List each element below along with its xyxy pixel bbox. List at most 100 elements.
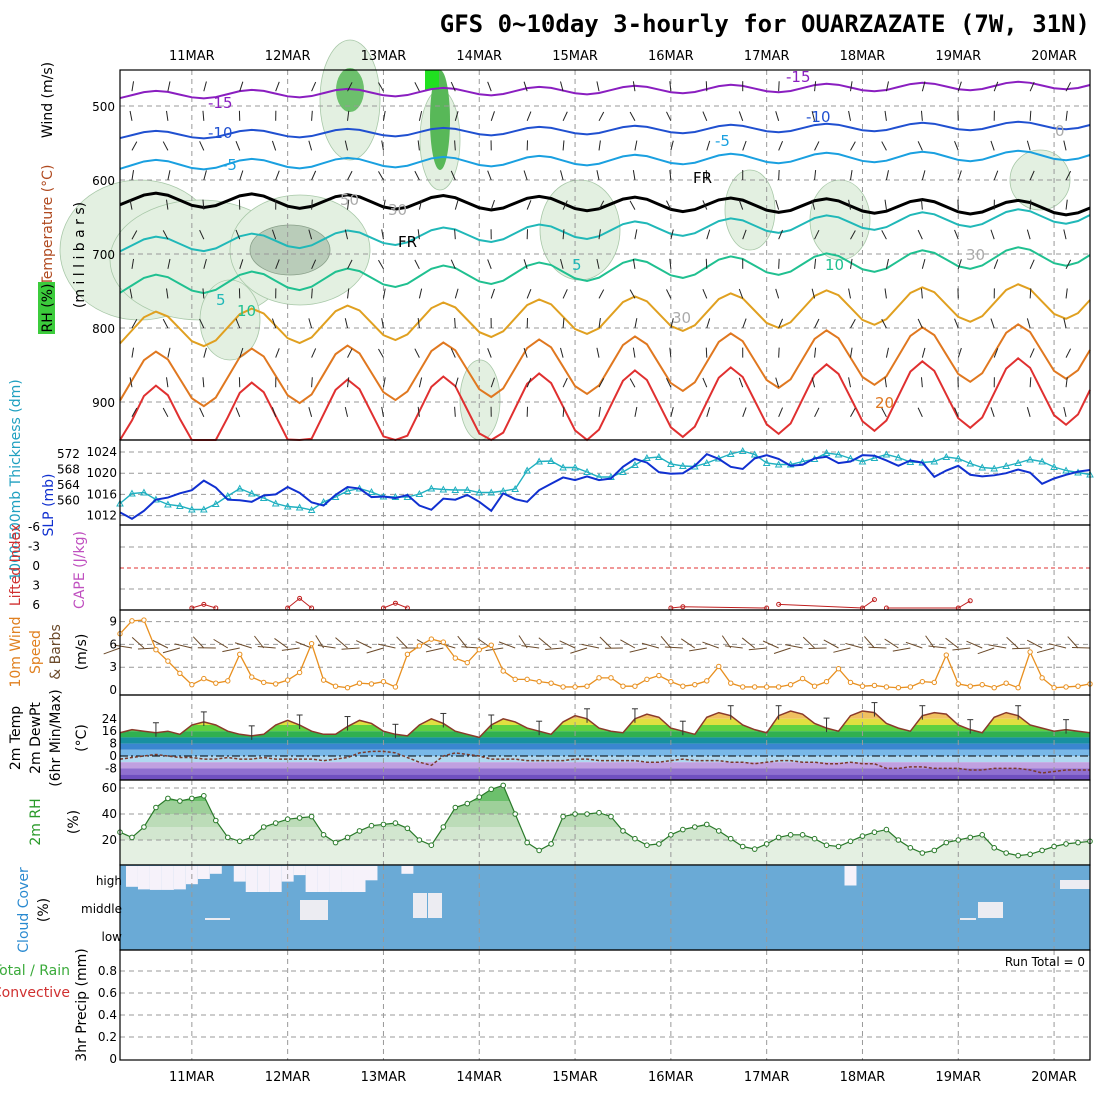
slp-tick-label: 1012 bbox=[86, 509, 117, 523]
wind-barb bbox=[596, 347, 600, 358]
rh-point bbox=[512, 811, 518, 817]
cloud-mid-cell bbox=[1060, 880, 1090, 889]
thickness-point bbox=[1062, 466, 1070, 474]
wind-barb bbox=[814, 81, 817, 92]
wind-barb bbox=[705, 347, 708, 358]
wind-barb bbox=[990, 140, 995, 151]
wind-barb bbox=[239, 347, 244, 358]
isotherm-5 bbox=[119, 208, 1091, 253]
wind-barb bbox=[928, 645, 947, 649]
wind-barb bbox=[664, 646, 683, 649]
wind-speed-point bbox=[261, 679, 267, 686]
date-label-bottom: 20MAR bbox=[1031, 1070, 1077, 1085]
thickness-point bbox=[678, 461, 687, 469]
wind-barb bbox=[814, 141, 820, 151]
wind-barb bbox=[311, 81, 317, 92]
wind-barb bbox=[706, 229, 711, 240]
wind-barb bbox=[239, 81, 244, 92]
wind-barb bbox=[523, 347, 528, 358]
wind-barb bbox=[811, 377, 816, 388]
wind-barb bbox=[461, 646, 480, 649]
wind-barb bbox=[778, 140, 784, 151]
wind-barb bbox=[382, 199, 386, 210]
y-tick-label: 800 bbox=[92, 322, 115, 336]
wind-speed-point bbox=[1075, 683, 1081, 689]
wind-barb bbox=[498, 641, 516, 649]
wind-barb bbox=[562, 377, 568, 388]
wind-barb bbox=[490, 111, 495, 121]
wind-barb bbox=[344, 318, 349, 329]
rh-point bbox=[763, 841, 770, 847]
thickness-point bbox=[211, 499, 220, 507]
wind-axis-label: Wind (m/s) bbox=[40, 62, 56, 138]
wind-barb bbox=[366, 647, 384, 654]
wind-barb bbox=[885, 347, 889, 358]
rh-point bbox=[668, 832, 674, 838]
wind-barb bbox=[275, 170, 280, 181]
wind-speed-point bbox=[763, 684, 770, 690]
cloud-high-cell bbox=[281, 866, 294, 882]
thickness-point bbox=[427, 484, 436, 492]
wind-barb bbox=[1029, 348, 1035, 358]
wind-barb bbox=[881, 141, 887, 151]
cloud-cover-panel: high middle low bbox=[81, 864, 1091, 951]
wind-speed-point bbox=[775, 684, 782, 690]
wind-barb bbox=[166, 110, 169, 121]
rh2m-axis-label: 2m RH bbox=[28, 798, 44, 845]
wind-barb bbox=[738, 111, 744, 121]
wind-barb bbox=[778, 81, 780, 92]
wind-barb bbox=[814, 229, 820, 240]
rh-point bbox=[129, 834, 135, 841]
cape-point bbox=[392, 600, 398, 606]
thickness-point bbox=[176, 501, 184, 509]
wind-speed-point bbox=[811, 683, 818, 689]
rh-point bbox=[560, 813, 566, 820]
cloud-high-cell bbox=[353, 866, 366, 892]
wind-barb bbox=[308, 140, 313, 151]
wind-barb bbox=[632, 81, 636, 92]
wind-speed-point bbox=[153, 647, 159, 653]
rh-point bbox=[476, 794, 483, 800]
date-label-bottom: 18MAR bbox=[840, 1070, 886, 1085]
wind-barb bbox=[1065, 199, 1068, 210]
rh-point bbox=[991, 845, 997, 851]
wind-barb bbox=[281, 647, 300, 651]
wind-barb bbox=[775, 377, 780, 388]
rh-point bbox=[1039, 847, 1045, 854]
wind-barb bbox=[705, 258, 708, 269]
thickness-point bbox=[259, 493, 268, 501]
thickness-point bbox=[990, 464, 999, 472]
wind-barb bbox=[454, 377, 459, 388]
wind-barb bbox=[545, 647, 564, 650]
cloud-high-cell bbox=[173, 866, 186, 890]
wind-barb bbox=[131, 347, 135, 358]
wind-barb bbox=[920, 288, 923, 299]
wind-barb bbox=[202, 199, 205, 210]
wind-barb bbox=[199, 318, 205, 329]
wind-barb bbox=[884, 199, 887, 210]
contour-label: -15 bbox=[208, 94, 233, 112]
wind-barb bbox=[702, 641, 719, 649]
wind-barb bbox=[1036, 647, 1055, 654]
wind-barb bbox=[167, 258, 171, 269]
wind-barb bbox=[152, 639, 169, 649]
wind-barb bbox=[634, 140, 638, 151]
wind-barb bbox=[775, 111, 780, 121]
wind-barb bbox=[450, 259, 456, 270]
wind-barb bbox=[993, 170, 999, 181]
temp-tick-label: 0 bbox=[109, 749, 117, 763]
wind-barb bbox=[598, 229, 601, 240]
thickness-point bbox=[463, 485, 472, 493]
contour-label: 0 bbox=[1055, 122, 1065, 140]
cloud-high-cell bbox=[125, 866, 138, 887]
wind-barb bbox=[814, 258, 817, 269]
wind-barb bbox=[317, 644, 336, 649]
contour-label: 10 bbox=[825, 256, 844, 274]
wind-barb bbox=[166, 377, 169, 388]
wind-speed-point bbox=[895, 685, 902, 691]
wind-barb bbox=[748, 647, 767, 651]
wind-barb bbox=[598, 378, 605, 388]
wind-barb bbox=[884, 638, 899, 649]
wind-barb bbox=[957, 170, 962, 181]
rh-point bbox=[739, 843, 746, 850]
